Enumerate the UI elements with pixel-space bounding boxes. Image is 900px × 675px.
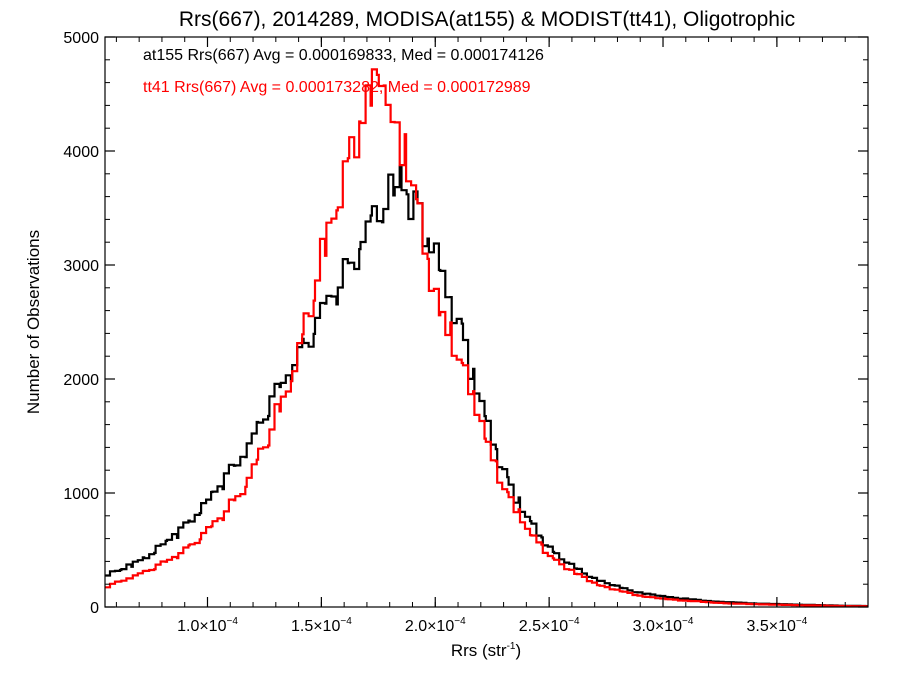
chart-title: Rrs(667), 2014289, MODISA(at155) & MODIS… [179, 8, 795, 31]
y-tick-label: 2000 [63, 372, 99, 389]
y-tick-label: 5000 [63, 30, 99, 47]
y-tick-label: 0 [90, 600, 99, 617]
y-axis-label: Number of Observations [24, 230, 43, 414]
x-axis-ticks: 1.0×10−4 1.5×10−4 2.0×10−4 2.5×10−4 3.0×10−4… [115, 37, 846, 635]
x-tick-label: 2.0×10−4 [405, 616, 466, 635]
y-tick-label: 4000 [63, 144, 99, 161]
x-axis-label: Rrs (str-1) [451, 641, 521, 660]
x-tick-label: 3.0×10−4 [633, 616, 694, 635]
legend-annotation-tt41: tt41 Rrs(667) Avg = 0.000173282, Med = 0… [143, 79, 531, 96]
x-tick-label: 1.5×10−4 [291, 616, 352, 635]
x-tick-label: 2.5×10−4 [519, 616, 580, 635]
legend-annotation-at155: at155 Rrs(667) Avg = 0.000169833, Med = … [143, 47, 544, 64]
series-tt41-histogram [105, 68, 868, 608]
x-tick-label: 3.5×10−4 [746, 616, 807, 635]
y-tick-label: 1000 [63, 486, 99, 503]
x-tick-label: 1.0×10−4 [177, 616, 238, 635]
y-axis-ticks: 0 1000 2000 3000 4000 5000 [63, 30, 868, 617]
plot-marks [105, 68, 868, 608]
plot-frame [104, 36, 869, 608]
y-tick-label: 3000 [63, 258, 99, 275]
